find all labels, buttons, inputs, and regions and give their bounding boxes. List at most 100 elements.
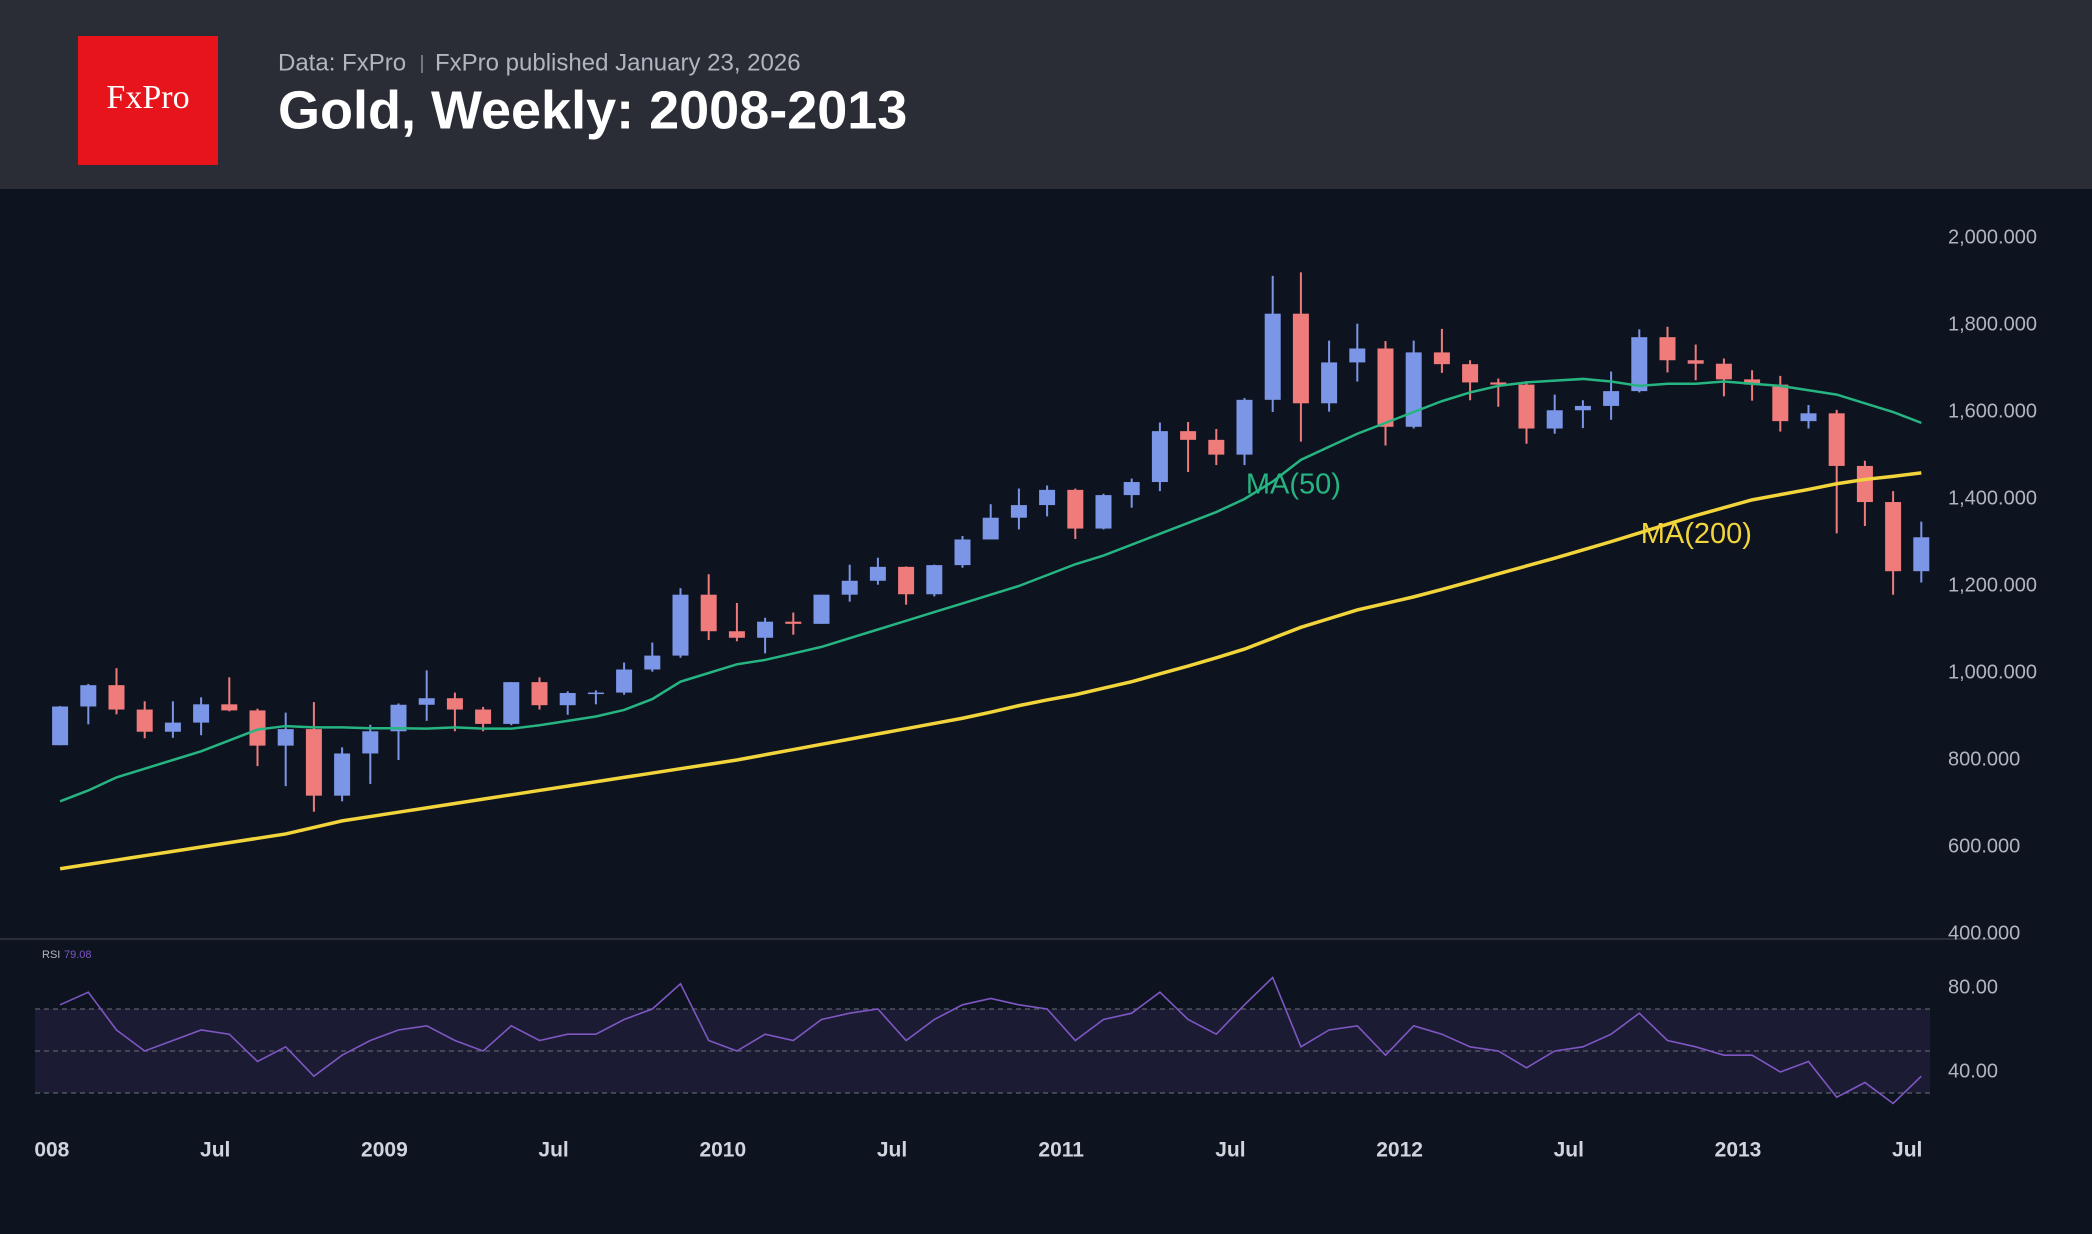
x-tick-label: Jul	[200, 1139, 230, 1162]
candle-body	[1151, 431, 1168, 483]
candle-body	[1349, 348, 1366, 363]
rsi-panel: RSI 79.08	[35, 949, 1930, 1105]
candle-body	[221, 704, 238, 711]
y-tick-label: 400.000	[1948, 922, 2020, 944]
candle-body	[559, 693, 576, 706]
candle-body	[418, 698, 435, 705]
y-tick-label: 1,200.000	[1948, 574, 2037, 596]
candle-body	[1180, 431, 1197, 440]
candle-body	[841, 580, 858, 595]
moving-average	[59, 377, 1922, 803]
candle-body	[869, 566, 886, 581]
rsi-value: 79.08	[64, 949, 92, 961]
candle-body	[249, 710, 266, 746]
candle-body	[898, 566, 915, 595]
candle-body	[475, 709, 492, 724]
y-tick-label: 1,400.000	[1948, 487, 2037, 509]
x-axis: 2008 Jul 2009 Jul 2010 Jul 2011 Jul 2012 Jul 2013 J…	[23, 1139, 1922, 1162]
candle-body	[446, 698, 463, 710]
candle-body	[785, 621, 802, 624]
x-tick-label: Jul	[538, 1139, 568, 1162]
candle-body	[1490, 382, 1507, 385]
y-tick-label: 40.00	[1948, 1060, 1998, 1082]
x-tick-label: Jul	[1892, 1139, 1922, 1162]
x-tick-label: Jul	[1215, 1139, 1245, 1162]
series-label: MA(200)	[1641, 518, 1752, 550]
candle-body	[277, 729, 294, 746]
candle-body	[1715, 363, 1732, 380]
candle-body	[136, 709, 153, 732]
candle-body	[644, 655, 661, 670]
y-tick-label: 800.000	[1948, 748, 2020, 770]
y-tick-label: 1,800.000	[1948, 313, 2037, 335]
rsi-name: RSI	[42, 949, 60, 961]
candle-body	[164, 722, 181, 732]
x-tick-label: 2008	[23, 1139, 70, 1162]
candle-body	[757, 621, 774, 638]
candle-body	[1772, 384, 1789, 422]
candle-body	[1687, 360, 1704, 364]
price-panel: MA(50) MA(200)	[52, 272, 1930, 871]
candle-body	[982, 517, 999, 540]
candle-body	[1433, 352, 1450, 365]
candle-body	[587, 692, 604, 695]
candle-body	[1039, 489, 1056, 506]
candle-body	[1800, 413, 1817, 422]
candle-body	[1095, 495, 1112, 529]
candle-body	[1292, 313, 1309, 404]
candle-body	[1659, 337, 1676, 361]
logo: FxPro	[106, 79, 189, 116]
candle-body	[616, 669, 633, 693]
candle-body	[334, 753, 351, 796]
logo-box	[78, 36, 218, 165]
candle-body	[1123, 482, 1140, 496]
candle-body	[503, 682, 520, 724]
source: Data: FxPro	[278, 49, 406, 76]
candle-body	[1462, 364, 1479, 383]
x-tick-label: 2012	[1376, 1139, 1423, 1162]
candle-body	[813, 594, 830, 624]
candle-body	[193, 704, 210, 723]
candle-body	[1885, 502, 1902, 572]
candle-body	[1208, 439, 1225, 455]
x-tick-label: 2009	[361, 1139, 408, 1162]
candle-body	[1321, 362, 1338, 404]
published: FxPro published January 23, 2026	[435, 49, 801, 76]
candle-body	[531, 682, 548, 706]
x-tick-label: 2013	[1715, 1139, 1762, 1162]
y-tick-label: 80.00	[1948, 976, 1998, 998]
candle-body	[954, 539, 971, 566]
candle-body	[728, 631, 745, 638]
candle-body	[52, 706, 69, 746]
candle-body	[362, 731, 379, 754]
candle-body	[1631, 337, 1648, 392]
candle-body	[1010, 505, 1027, 518]
candle-body	[390, 704, 407, 732]
x-tick-label: 2011	[1038, 1139, 1084, 1162]
candle-body	[700, 594, 717, 632]
candle-body	[1828, 413, 1845, 466]
y-tick-label: 1,000.000	[1948, 661, 2037, 683]
candle-body	[1405, 352, 1422, 427]
candle-body	[1574, 405, 1591, 411]
candle-body	[1913, 537, 1930, 572]
candle-body	[1236, 399, 1253, 455]
candle-body	[672, 594, 689, 656]
candle-body	[305, 729, 322, 796]
rsi-line	[59, 976, 1922, 1105]
candle-body	[1377, 348, 1394, 427]
candle-body	[108, 685, 125, 710]
candle-body	[80, 685, 97, 707]
moving-average	[59, 471, 1922, 871]
candle-body	[926, 565, 943, 595]
title: Gold, Weekly: 2008-2013	[278, 80, 907, 140]
candle-body	[1264, 313, 1281, 400]
header-bg	[0, 0, 2092, 189]
y-tick-label: 2,000.000	[1948, 226, 2037, 248]
y-tick-label: 1,600.000	[1948, 400, 2037, 422]
candle-body	[1546, 410, 1563, 429]
x-tick-label: Jul	[1554, 1139, 1584, 1162]
candle-body	[1856, 465, 1873, 503]
